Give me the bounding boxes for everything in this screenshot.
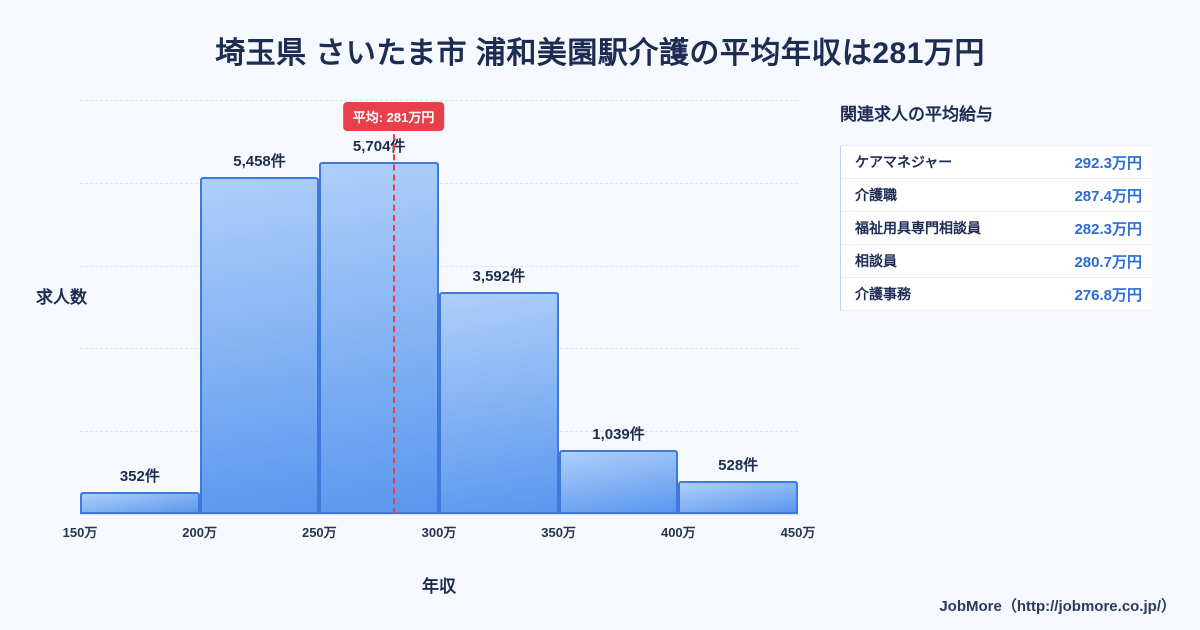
related-job-value: 292.3万円 [1074, 154, 1142, 172]
related-job-value: 282.3万円 [1074, 220, 1142, 238]
salary-histogram: 352件 5,458件 5,704件 3,592件 1,039件 528件 平均: 281万… [80, 100, 798, 515]
related-job-label: 介護事務 [855, 286, 911, 302]
x-axis-label: 年収 [422, 577, 456, 596]
footer-credit: JobMore（http://jobmore.co.jp/） [939, 598, 1176, 615]
gridline [80, 182, 798, 184]
average-line [392, 124, 395, 514]
histogram-bar [678, 481, 798, 514]
histogram-bar [319, 161, 439, 514]
related-job-value: 280.7万円 [1074, 253, 1142, 271]
related-job-row: 福祉用具専門相談員 282.3万円 [841, 212, 1152, 245]
related-job-row: 相談員 280.7万円 [841, 245, 1152, 278]
gridline [80, 100, 798, 101]
related-job-label: ケアマネジャー [855, 154, 953, 170]
bar-value-label: 528件 [718, 457, 759, 475]
histogram-bar [439, 292, 559, 514]
x-tick-label: 150万 [62, 525, 98, 540]
related-job-value: 287.4万円 [1074, 187, 1142, 205]
related-job-row: ケアマネジャー 292.3万円 [841, 146, 1152, 179]
bar-value-label: 5,458件 [233, 152, 286, 170]
histogram-bar [80, 492, 200, 514]
related-job-label: 介護職 [855, 187, 897, 203]
related-job-value: 276.8万円 [1074, 286, 1142, 304]
related-job-row: 介護事務 276.8万円 [841, 278, 1152, 311]
histogram-bar [199, 176, 320, 514]
x-tick-label: 300万 [421, 525, 457, 540]
x-tick-label: 200万 [182, 525, 218, 540]
page-title: 埼玉県 さいたま市 浦和美園駅介護の平均年収は281万円 [215, 37, 985, 70]
gridline [80, 265, 798, 267]
bar-value-label: 5,704件 [352, 137, 406, 155]
x-tick-label: 350万 [541, 525, 577, 540]
x-tick-label: 250万 [301, 525, 337, 540]
x-tick-label: 400万 [660, 525, 696, 540]
x-tick-label: 450万 [780, 525, 816, 540]
related-job-label: 相談員 [855, 253, 897, 269]
related-jobs-list: ケアマネジャー 292.3万円介護職 287.4万円福祉用具専門相談員 282.3万円… [840, 145, 1152, 311]
bar-value-label: 352件 [119, 468, 160, 486]
related-job-row: 介護職 287.4万円 [841, 179, 1152, 212]
related-jobs-title: 関連求人の平均給与 [840, 105, 993, 124]
average-badge: 平均: 281万円 [342, 102, 445, 131]
y-axis-label: 求人数 [36, 288, 87, 307]
related-jobs-panel: 関連求人の平均給与 ケアマネジャー 292.3万円介護職 287.4万円福祉用具専門… [840, 100, 1152, 311]
related-job-label: 福祉用具専門相談員 [855, 220, 981, 236]
x-axis-ticks: 150万 200万 250万 300万 350万 400万 450万 [63, 522, 816, 542]
bar-value-label: 1,039件 [592, 425, 645, 443]
bar-value-label: 3,592件 [472, 268, 526, 286]
histogram-bar [558, 449, 679, 514]
